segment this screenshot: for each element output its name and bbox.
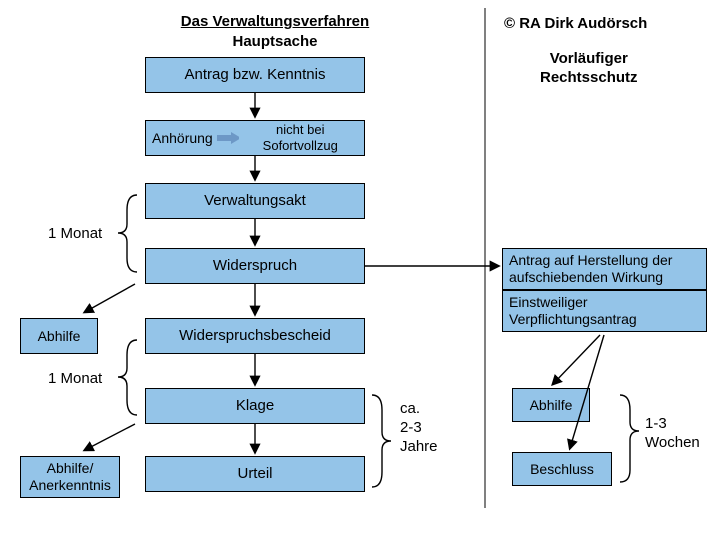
label-wochen: 1-3 Wochen <box>645 415 700 453</box>
left-title: Das Verwaltungsverfahren Hauptsache <box>165 12 385 52</box>
box-einstweiliger: Einstweiliger Verpflichtungsantrag <box>502 290 707 332</box>
box-anhoerung: Anhörung nicht bei Sofortvollzug <box>145 120 365 156</box>
box-abhilfe-right: Abhilfe <box>512 388 590 422</box>
right-title-line2: Rechtsschutz <box>540 69 638 86</box>
box-klage: Klage <box>145 388 365 424</box>
right-title-line1: Vorläufiger <box>550 50 628 67</box>
box-antrag-aufschiebend-text: Antrag auf Herstellung der aufschiebende… <box>509 252 672 286</box>
box-widerspruchsbescheid: Widerspruchsbescheid <box>145 318 365 354</box>
box-widerspruchsbescheid-text: Widerspruchsbescheid <box>179 327 331 345</box>
box-klage-text: Klage <box>236 397 274 415</box>
copyright-label: © RA Dirk Audörsch <box>504 15 647 34</box>
box-antrag-aufschiebend: Antrag auf Herstellung der aufschiebende… <box>502 248 707 290</box>
box-widerspruch: Widerspruch <box>145 248 365 284</box>
box-urteil: Urteil <box>145 456 365 492</box>
box-beschluss-text: Beschluss <box>530 461 594 478</box>
label-jahre: ca. 2-3 Jahre <box>400 400 438 456</box>
left-title-line1: Das Verwaltungsverfahren <box>181 13 369 30</box>
box-beschluss: Beschluss <box>512 452 612 486</box>
label-1-monat-b: 1 Monat <box>48 370 102 389</box>
box-anhoerung-right: nicht bei Sofortvollzug <box>243 122 358 153</box>
box-abhilfe-2: Abhilfe/ Anerkenntnis <box>20 456 120 498</box>
box-abhilfe-2-text: Abhilfe/ Anerkenntnis <box>29 460 111 494</box>
left-title-line2: Hauptsache <box>232 33 317 50</box>
box-verwaltungsakt: Verwaltungsakt <box>145 183 365 219</box>
arrow-blue-icon <box>217 130 239 146</box>
label-1-monat-a: 1 Monat <box>48 225 102 244</box>
box-einstweiliger-text: Einstweiliger Verpflichtungsantrag <box>509 294 637 328</box>
box-antrag: Antrag bzw. Kenntnis <box>145 57 365 93</box>
box-verwaltungsakt-text: Verwaltungsakt <box>204 192 306 210</box>
box-widerspruch-text: Widerspruch <box>213 257 297 275</box>
right-title: Vorläufiger Rechtsschutz <box>540 50 638 88</box>
box-urteil-text: Urteil <box>237 465 272 483</box>
box-abhilfe-1-text: Abhilfe <box>38 328 81 345</box>
box-abhilfe-1: Abhilfe <box>20 318 98 354</box>
box-antrag-text: Antrag bzw. Kenntnis <box>185 66 326 84</box>
box-anhoerung-left: Anhörung <box>152 130 213 147</box>
box-abhilfe-right-text: Abhilfe <box>530 397 573 414</box>
